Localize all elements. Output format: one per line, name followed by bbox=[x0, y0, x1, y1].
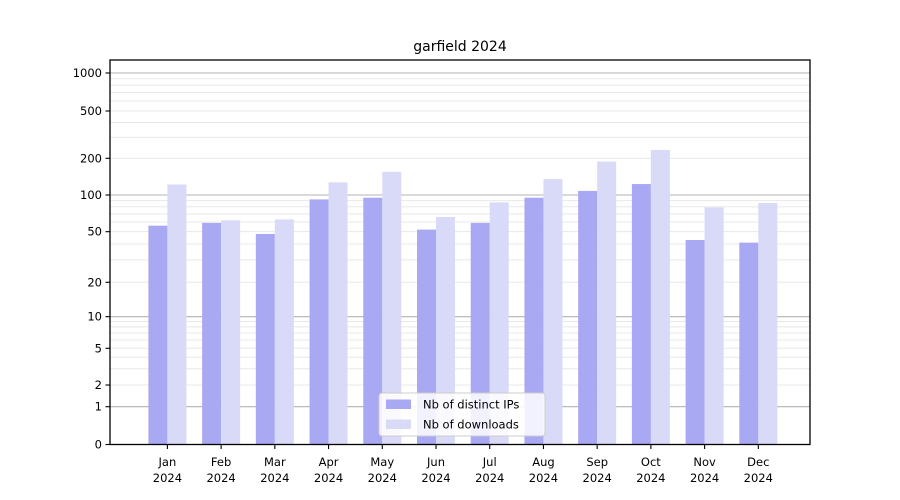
bar-downloads bbox=[274, 219, 294, 445]
x-tick-label-month: Jun bbox=[426, 455, 445, 469]
bar-downloads bbox=[436, 216, 455, 445]
x-tick-label-year: 2024 bbox=[636, 471, 665, 485]
bar-downloads bbox=[704, 207, 724, 445]
x-tick-label-year: 2024 bbox=[368, 471, 397, 485]
y-tick-label: 10 bbox=[87, 310, 102, 324]
x-tick-label-month: Mar bbox=[264, 455, 286, 469]
x-tick-label-year: 2024 bbox=[260, 471, 289, 485]
bar-downloads bbox=[543, 179, 563, 445]
x-tick-label-month: Sep bbox=[586, 455, 608, 469]
chart-title: garfield 2024 bbox=[413, 39, 507, 55]
legend-label: Nb of distinct IPs bbox=[423, 398, 519, 412]
x-tick-label-month: Feb bbox=[211, 455, 231, 469]
x-tick-label-month: Nov bbox=[693, 455, 716, 469]
x-tick-label-month: Dec bbox=[747, 455, 769, 469]
y-tick-label: 2 bbox=[95, 378, 102, 392]
x-tick-label-month: Jan bbox=[158, 455, 177, 469]
y-tick-label: 200 bbox=[80, 151, 102, 165]
x-tick-label-year: 2024 bbox=[206, 471, 235, 485]
bar-distinct-ips bbox=[363, 197, 383, 445]
bar-distinct-ips bbox=[309, 199, 329, 445]
y-tick-label: 500 bbox=[80, 104, 102, 118]
y-tick-label: 1000 bbox=[73, 66, 102, 80]
plot-border bbox=[109, 59, 811, 446]
legend-box bbox=[378, 392, 546, 437]
y-tick-label: 50 bbox=[87, 225, 102, 239]
bar-downloads bbox=[167, 184, 187, 445]
bar-downloads bbox=[758, 202, 778, 445]
x-tick-label-year: 2024 bbox=[690, 471, 719, 485]
bar-downloads bbox=[489, 202, 509, 445]
bar-distinct-ips bbox=[470, 222, 490, 445]
bar-distinct-ips bbox=[255, 233, 275, 445]
x-tick-label-month: Aug bbox=[532, 455, 554, 469]
y-tick-label: 1 bbox=[95, 400, 102, 414]
bar-distinct-ips bbox=[631, 184, 651, 445]
x-tick-label-year: 2024 bbox=[529, 471, 558, 485]
x-tick-label-year: 2024 bbox=[421, 471, 450, 485]
x-tick-label-year: 2024 bbox=[475, 471, 504, 485]
x-tick-label-month: Oct bbox=[641, 455, 661, 469]
bar-downloads bbox=[382, 171, 402, 445]
bar-downloads bbox=[221, 220, 241, 445]
x-tick-label-year: 2024 bbox=[314, 471, 343, 485]
legend: Nb of distinct IPs Nb of downloads bbox=[378, 392, 546, 437]
legend-swatch bbox=[386, 399, 411, 409]
y-tick-label: 20 bbox=[87, 275, 102, 289]
bar-distinct-ips bbox=[685, 240, 705, 445]
bar-downloads bbox=[650, 149, 670, 445]
bar-distinct-ips bbox=[202, 222, 222, 445]
x-tick-label-year: 2024 bbox=[744, 471, 773, 485]
x-tick-label-month: Jul bbox=[482, 455, 497, 469]
bar-distinct-ips bbox=[417, 229, 436, 445]
bar-distinct-ips bbox=[524, 197, 544, 445]
x-tick-label-month: May bbox=[370, 455, 394, 469]
bar-distinct-ips bbox=[578, 190, 598, 445]
bar-distinct-ips bbox=[739, 242, 759, 445]
x-tick-label-year: 2024 bbox=[583, 471, 612, 485]
legend-label: Nb of downloads bbox=[423, 418, 519, 432]
y-tick-label: 5 bbox=[95, 341, 102, 355]
bar-distinct-ips bbox=[148, 225, 168, 445]
legend-swatch bbox=[386, 419, 411, 429]
y-tick-label: 100 bbox=[80, 188, 102, 202]
bar-downloads bbox=[328, 182, 348, 445]
bars-layer bbox=[148, 149, 778, 445]
x-tick-label-year: 2024 bbox=[153, 471, 182, 485]
y-tick-label: 0 bbox=[95, 438, 102, 452]
x-tick-label-month: Apr bbox=[319, 455, 339, 469]
bar-downloads bbox=[597, 161, 617, 445]
axes-layer: 0 1 2 5 10 20 50 100 200 500 1000 Jan 2024 Feb 2024 Mar… bbox=[73, 59, 811, 485]
